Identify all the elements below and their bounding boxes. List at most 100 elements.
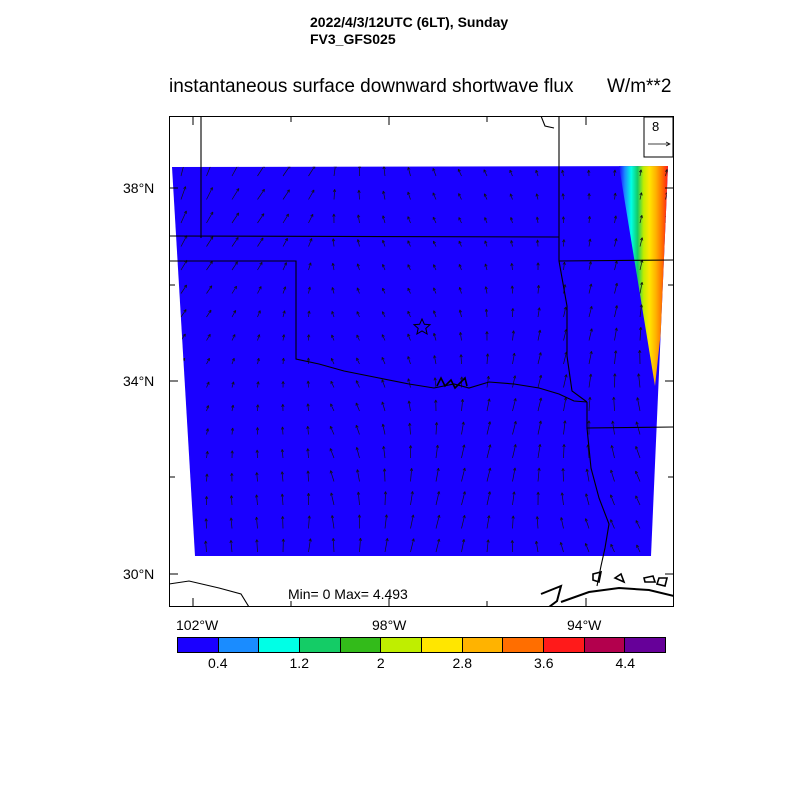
wind-arrow <box>180 186 187 200</box>
colorbar-tick-label: 1.2 <box>289 655 309 671</box>
wind-arrow <box>356 491 361 506</box>
lat-label-34: 34°N <box>123 373 155 389</box>
wind-arrow <box>484 240 488 247</box>
colorbar-segment <box>544 638 585 652</box>
wind-arrow <box>355 380 360 388</box>
wind-arrow <box>256 357 260 365</box>
wind-arrow <box>306 492 311 506</box>
wind-arrow <box>433 377 437 388</box>
wind-arrow <box>308 538 312 553</box>
wind-arrow <box>639 192 643 200</box>
wind-arrow <box>407 310 411 318</box>
wind-arrow <box>281 538 285 553</box>
wind-arrow <box>330 380 335 388</box>
wind-arrow <box>204 496 209 506</box>
wind-arrow <box>257 237 264 247</box>
wind-arrow <box>231 310 237 318</box>
wind-arrow <box>434 422 439 435</box>
wind-arrow <box>282 286 287 294</box>
wind-arrow <box>407 400 411 412</box>
wind-arrow <box>664 303 668 318</box>
wind-arrow <box>660 397 666 412</box>
wind-arrow <box>356 469 360 482</box>
wind-arrow <box>512 420 517 435</box>
wind-arrow <box>610 445 615 459</box>
wind-arrow <box>559 541 564 553</box>
wind-arrow <box>356 263 360 271</box>
wind-arrow <box>229 540 233 553</box>
wind-arrow <box>382 215 386 224</box>
wind-arrow <box>665 258 668 271</box>
colorbar-segment <box>300 638 341 652</box>
colorbar-segment <box>422 638 463 652</box>
wind-arrow <box>206 357 210 365</box>
wind-arrow <box>662 544 666 553</box>
wind-arrow <box>255 472 259 482</box>
wind-arrow <box>537 467 541 482</box>
wind-arrow <box>461 491 466 506</box>
wind-arrow <box>407 166 411 177</box>
wind-arrow <box>458 286 462 294</box>
wind-arrow <box>635 446 641 459</box>
wind-arrow <box>205 451 209 459</box>
colorbar-segment <box>178 638 219 652</box>
wind-arrow <box>509 169 513 177</box>
wind-arrow <box>486 467 492 482</box>
plot-units: W/m**2 <box>607 76 672 97</box>
wind-arrow <box>561 216 566 224</box>
wind-arrow <box>614 282 619 294</box>
wind-arrow <box>660 471 666 482</box>
wind-arrow <box>308 213 314 224</box>
wind-arrow <box>180 405 185 412</box>
wind-arrow <box>609 494 615 506</box>
wind-arrow <box>206 405 210 412</box>
wind-arrow <box>180 210 187 224</box>
wind-arrow <box>180 166 186 177</box>
wind-arrow <box>563 374 568 388</box>
wind-arrow <box>306 448 310 459</box>
wind-arrow <box>229 517 233 529</box>
wind-arrow <box>382 239 386 247</box>
wind-arrow <box>255 539 259 553</box>
wind-arrow <box>307 515 311 529</box>
wind-arrow <box>613 373 617 388</box>
wind-arrow <box>486 539 490 553</box>
header-datetime: 2022/4/3/12UTC (6LT), Sunday <box>310 14 509 30</box>
location-star-marker <box>412 317 432 336</box>
wind-arrow <box>457 168 462 177</box>
wind-arrow <box>382 446 386 459</box>
wind-arrow <box>381 379 386 388</box>
wind-arrow <box>229 495 234 506</box>
wind-arrow <box>636 544 641 553</box>
colorbar-segment <box>625 638 666 652</box>
wind-arrow <box>434 399 438 412</box>
wind-arrow <box>484 217 488 224</box>
wind-arrow <box>561 169 565 177</box>
wind-arrow <box>355 424 360 435</box>
wind-arrow <box>433 287 437 294</box>
wind-arrow <box>587 193 591 200</box>
wind-arrow <box>281 516 285 529</box>
wind-arrow <box>510 285 514 294</box>
wind-arrow <box>486 515 491 529</box>
wind-arrow <box>610 543 615 553</box>
wind-arrow <box>356 357 360 365</box>
wind-arrow <box>381 356 386 365</box>
wind-arrow <box>381 311 386 318</box>
map-frame <box>169 116 674 607</box>
wind-arrow <box>613 169 617 177</box>
wind-arrow <box>205 428 209 435</box>
wind-arrow <box>307 286 311 294</box>
wind-arrow <box>537 374 543 388</box>
wind-arrow <box>407 240 411 247</box>
wind-arrow <box>256 404 260 412</box>
reference-vector-label: 8 <box>652 119 660 134</box>
wind-arrow <box>660 422 666 435</box>
wind-arrow <box>458 193 462 200</box>
wind-arrow <box>435 514 441 529</box>
wind-arrow <box>662 349 666 365</box>
wind-arrow <box>206 211 214 224</box>
wind-arrow <box>280 426 285 435</box>
wind-arrow <box>614 350 618 365</box>
wind-arrow <box>512 398 517 412</box>
